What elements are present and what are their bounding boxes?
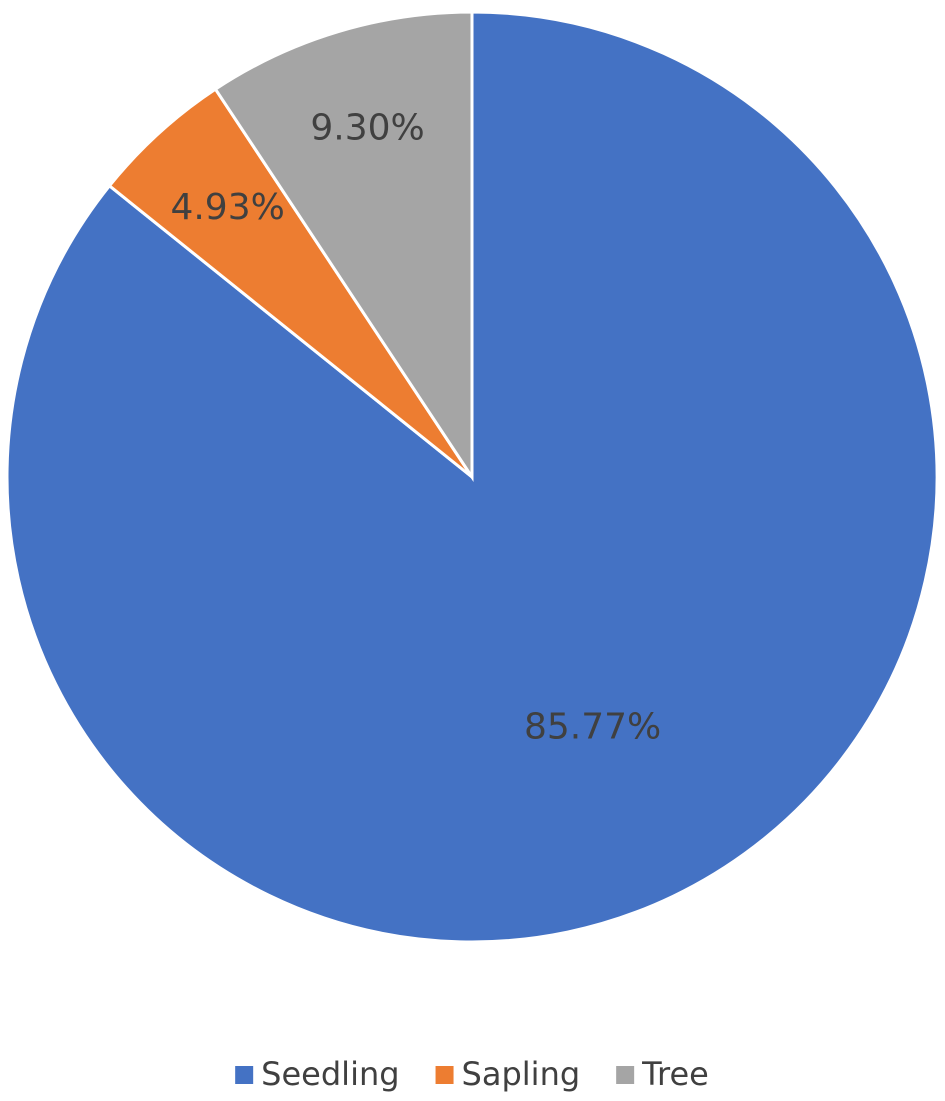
pie-slice: [107, 87, 474, 479]
data-label: 4.93%: [170, 187, 284, 228]
pie-slice: [213, 10, 474, 482]
legend-label: Sapling: [462, 1055, 581, 1093]
legend-label: Seedling: [261, 1055, 399, 1093]
data-label: 9.30%: [310, 108, 424, 149]
legend-swatch: [435, 1066, 454, 1084]
data-label: 85.77%: [524, 707, 661, 748]
legend-swatch: [616, 1066, 635, 1084]
legend-label: Tree: [641, 1055, 709, 1093]
legend-swatch: [235, 1066, 254, 1084]
